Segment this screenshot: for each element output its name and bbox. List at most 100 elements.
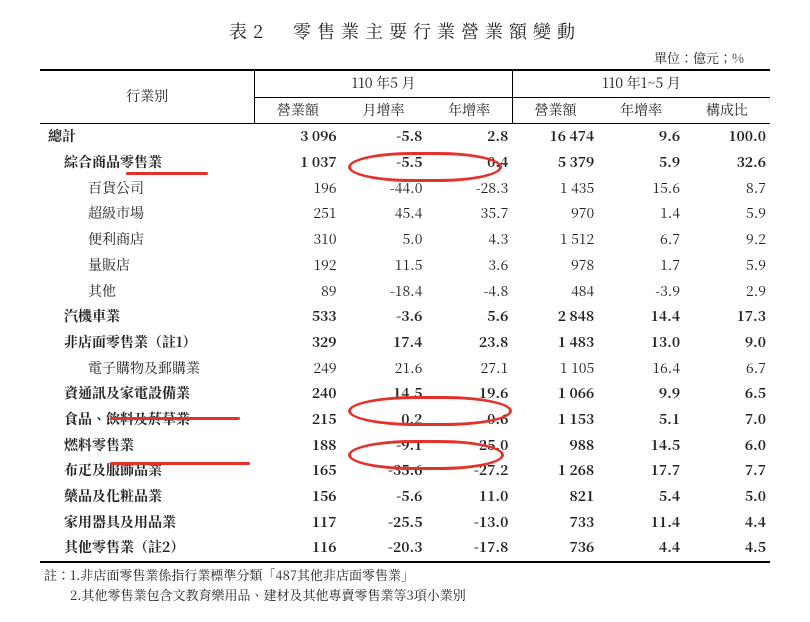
table-row: 便利商店3105.04.31 5126.79.2 bbox=[40, 227, 770, 253]
table-row: 綜合商品零售業1 037-5.50.45 3795.932.6 bbox=[40, 150, 770, 176]
unit-label: 單位：億元；% bbox=[40, 48, 744, 67]
cell: 4.3 bbox=[426, 227, 512, 253]
cell: 45.4 bbox=[341, 201, 427, 227]
cell: -4.8 bbox=[426, 279, 512, 305]
cell: -18.4 bbox=[341, 279, 427, 305]
cell: 5.4 bbox=[598, 484, 684, 510]
cell: 5.0 bbox=[684, 484, 770, 510]
table-row: 布疋及服飾品業165-35.6-27.21 26817.77.7 bbox=[40, 458, 770, 484]
cell: 4.4 bbox=[598, 535, 684, 562]
cell: 8.7 bbox=[684, 176, 770, 202]
footnote-2: 2.其他零售業包含文教育樂用品、建材及其他專賣零售業等3項小業別 bbox=[44, 585, 770, 605]
head-c3: 年增率 bbox=[426, 97, 512, 124]
table-head: 行業別 110 年5 月 110 年1~5 月 營業額 月增率 年增率 營業額 … bbox=[40, 70, 770, 124]
row-name: 綜合商品零售業 bbox=[40, 150, 255, 176]
cell: -17.8 bbox=[426, 535, 512, 562]
head-c4: 營業額 bbox=[512, 97, 598, 124]
table-row: 非店面零售業（註1）32917.423.81 48313.09.0 bbox=[40, 330, 770, 356]
cell: 19.6 bbox=[426, 381, 512, 407]
cell: 25.0 bbox=[426, 433, 512, 459]
cell: 1.4 bbox=[598, 201, 684, 227]
cell: 15.6 bbox=[598, 176, 684, 202]
table-wrap: 表2 零售業主要行業營業額變動 單位：億元；% 行業別 110 年5 月 110… bbox=[40, 18, 770, 604]
cell: 1 037 bbox=[255, 150, 341, 176]
cell: -5.8 bbox=[341, 124, 427, 150]
cell: 1 483 bbox=[512, 330, 598, 356]
table-row: 量販店19211.53.69781.75.9 bbox=[40, 253, 770, 279]
cell: 100.0 bbox=[684, 124, 770, 150]
head-group1: 110 年5 月 bbox=[255, 70, 513, 97]
cell: 9.6 bbox=[598, 124, 684, 150]
cell: -3.9 bbox=[598, 279, 684, 305]
row-name: 燃料零售業 bbox=[40, 433, 255, 459]
row-name: 其他零售業（註2） bbox=[40, 535, 255, 562]
row-name: 便利商店 bbox=[40, 227, 255, 253]
cell: 1.7 bbox=[598, 253, 684, 279]
cell: 5.9 bbox=[684, 201, 770, 227]
cell: 9.9 bbox=[598, 381, 684, 407]
table-row: 藥品及化粧品業156-5.611.08215.45.0 bbox=[40, 484, 770, 510]
cell: 310 bbox=[255, 227, 341, 253]
cell: 14.4 bbox=[598, 304, 684, 330]
row-name: 百貨公司 bbox=[40, 176, 255, 202]
table-row: 燃料零售業188-9.125.098814.56.0 bbox=[40, 433, 770, 459]
row-name: 其他 bbox=[40, 279, 255, 305]
cell: 988 bbox=[512, 433, 598, 459]
cell: 970 bbox=[512, 201, 598, 227]
cell: 3 096 bbox=[255, 124, 341, 150]
cell: 2.8 bbox=[426, 124, 512, 150]
cell: 1 066 bbox=[512, 381, 598, 407]
cell: 117 bbox=[255, 510, 341, 536]
row-name: 電子購物及郵購業 bbox=[40, 356, 255, 382]
cell: -25.5 bbox=[341, 510, 427, 536]
cell: 6.7 bbox=[598, 227, 684, 253]
cell: 89 bbox=[255, 279, 341, 305]
cell: 7.0 bbox=[684, 407, 770, 433]
cell: 249 bbox=[255, 356, 341, 382]
cell: 2 848 bbox=[512, 304, 598, 330]
cell: -9.1 bbox=[341, 433, 427, 459]
cell: 11.0 bbox=[426, 484, 512, 510]
cell: 9.2 bbox=[684, 227, 770, 253]
cell: 11.4 bbox=[598, 510, 684, 536]
head-rowlabel: 行業別 bbox=[40, 70, 255, 124]
table-row: 總計3 096-5.82.816 4749.6100.0 bbox=[40, 124, 770, 150]
cell: 16.4 bbox=[598, 356, 684, 382]
table-row: 其他89-18.4-4.8484-3.92.9 bbox=[40, 279, 770, 305]
cell: -13.0 bbox=[426, 510, 512, 536]
cell: -5.5 bbox=[341, 150, 427, 176]
cell: 192 bbox=[255, 253, 341, 279]
data-table: 行業別 110 年5 月 110 年1~5 月 營業額 月增率 年增率 營業額 … bbox=[40, 69, 770, 563]
cell: 14.5 bbox=[598, 433, 684, 459]
row-name: 家用器具及用品業 bbox=[40, 510, 255, 536]
cell: 188 bbox=[255, 433, 341, 459]
row-name: 非店面零售業（註1） bbox=[40, 330, 255, 356]
cell: -3.6 bbox=[341, 304, 427, 330]
cell: 5.6 bbox=[426, 304, 512, 330]
head-group2: 110 年1~5 月 bbox=[512, 70, 770, 97]
cell: 6.7 bbox=[684, 356, 770, 382]
table-row: 百貨公司196-44.0-28.31 43515.68.7 bbox=[40, 176, 770, 202]
cell: 35.7 bbox=[426, 201, 512, 227]
cell: 4.5 bbox=[684, 535, 770, 562]
cell: -20.3 bbox=[341, 535, 427, 562]
row-name: 總計 bbox=[40, 124, 255, 150]
cell: 821 bbox=[512, 484, 598, 510]
cell: -35.6 bbox=[341, 458, 427, 484]
cell: 14.5 bbox=[341, 381, 427, 407]
cell: 240 bbox=[255, 381, 341, 407]
footnote-1: 註：1.非店面零售業係指行業標準分類「487其他非店面零售業」 bbox=[44, 565, 770, 585]
table-body: 總計3 096-5.82.816 4749.6100.0綜合商品零售業1 037… bbox=[40, 124, 770, 562]
cell: -44.0 bbox=[341, 176, 427, 202]
cell: 17.4 bbox=[341, 330, 427, 356]
table-row: 家用器具及用品業117-25.5-13.073311.44.4 bbox=[40, 510, 770, 536]
footnotes: 註：1.非店面零售業係指行業標準分類「487其他非店面零售業」 2.其他零售業包… bbox=[40, 565, 770, 604]
cell: 17.3 bbox=[684, 304, 770, 330]
cell: 7.7 bbox=[684, 458, 770, 484]
cell: 533 bbox=[255, 304, 341, 330]
cell: -5.6 bbox=[341, 484, 427, 510]
row-name: 量販店 bbox=[40, 253, 255, 279]
head-c2: 月增率 bbox=[341, 97, 427, 124]
cell: 978 bbox=[512, 253, 598, 279]
cell: 5.9 bbox=[684, 253, 770, 279]
